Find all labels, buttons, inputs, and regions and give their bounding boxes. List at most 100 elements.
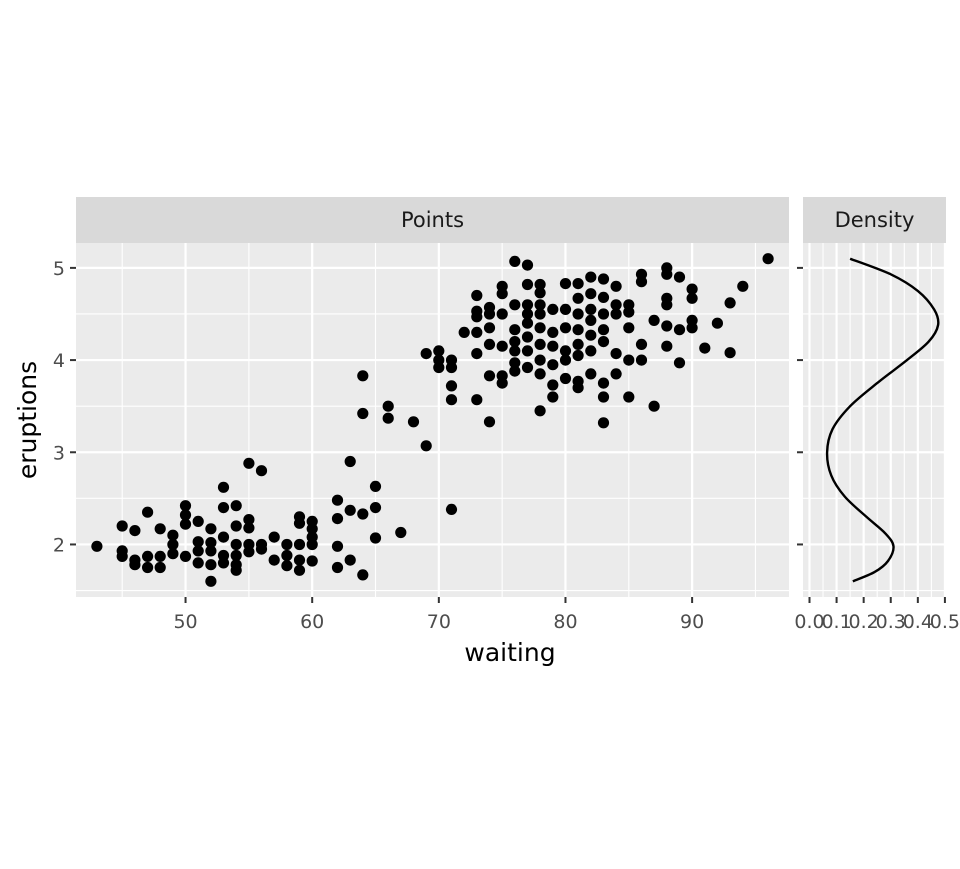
scatter-point (521, 299, 534, 311)
scatter-point (585, 303, 597, 315)
scatter-point (521, 345, 534, 357)
scatter-point (686, 283, 698, 295)
scatter-point (369, 480, 382, 492)
scatter-point (357, 508, 369, 520)
scatter-point (686, 322, 698, 334)
scatter-point (179, 518, 192, 530)
scatter-point (243, 457, 255, 469)
scatter-point (534, 405, 546, 417)
scatter-point (509, 345, 521, 357)
scatter-point (281, 560, 293, 572)
scatter-point (217, 531, 230, 543)
scatter-point (547, 359, 559, 371)
scatter-point (610, 280, 622, 292)
scatter-point (521, 317, 534, 329)
scatter-point (483, 322, 496, 334)
scatter-point (509, 255, 521, 267)
scatter-point (331, 513, 344, 525)
scatter-point (597, 417, 610, 429)
scatter-point (572, 324, 584, 336)
scatter-point (547, 340, 559, 352)
scatter-point (572, 308, 584, 320)
scatter-point (521, 331, 534, 343)
scatter-point (445, 380, 458, 392)
scatter-point (534, 308, 546, 320)
scatter-point (597, 324, 610, 336)
scatter-point (154, 561, 166, 574)
density-x-tick-label: 0.4 (903, 611, 933, 633)
y-tick-label: 5 (53, 258, 65, 280)
scatter-point (610, 368, 622, 380)
scatter-point (142, 550, 154, 563)
scatter-point (509, 336, 521, 348)
scatter-point (243, 546, 255, 558)
scatter-point (559, 322, 572, 334)
scatter-point (129, 525, 141, 537)
density-strip-label: Density (835, 208, 915, 232)
y-axis-title: eruptions (13, 361, 42, 479)
scatter-point (623, 306, 635, 318)
scatter-point (255, 465, 268, 477)
scatter-point (357, 569, 369, 581)
scatter-point (167, 529, 179, 541)
scatter-point (445, 361, 458, 374)
scatter-point (509, 357, 521, 369)
scatter-point (192, 557, 204, 569)
scatter-point (534, 368, 546, 380)
scatter-point (344, 455, 356, 468)
scatter-point (154, 523, 166, 535)
scatter-point (255, 543, 268, 555)
scatter-point (230, 520, 242, 532)
scatter-point (597, 308, 610, 320)
scatter-point (395, 526, 407, 539)
scatter-point (673, 357, 686, 369)
scatter-point (483, 338, 496, 350)
scatter-point (585, 288, 597, 300)
y-ticks: 2 3 4 5 (53, 258, 803, 556)
scatter-point (458, 326, 470, 338)
scatter-point (673, 271, 686, 283)
scatter-point (521, 278, 534, 291)
scatter-point (293, 554, 306, 566)
scatter-point (610, 308, 622, 320)
scatter-point (572, 278, 584, 290)
scatter-point (382, 400, 394, 412)
scatter-point (496, 288, 508, 300)
scatter-point (230, 500, 242, 512)
x-axis-title: waiting (464, 638, 555, 667)
scatter-point (306, 523, 318, 535)
y-tick-label: 3 (53, 442, 65, 464)
scatter-point (509, 299, 521, 311)
scatter-point (661, 268, 673, 280)
scatter-point (661, 340, 673, 352)
scatter-point (344, 554, 356, 566)
scatter-point (357, 370, 369, 382)
scatter-point (167, 538, 179, 551)
scatter-point (534, 278, 546, 291)
scatter-point (471, 394, 483, 406)
density-x-tick-label: 0.3 (876, 611, 906, 633)
scatter-point (585, 314, 597, 326)
scatter-point (724, 347, 736, 359)
scatter-point (91, 540, 103, 552)
points-strip-label: Points (401, 208, 464, 232)
scatter-point (205, 523, 217, 535)
scatter-point (179, 550, 192, 563)
scatter-point (192, 545, 204, 557)
scatter-point (306, 555, 318, 567)
scatter-point (167, 548, 179, 560)
scatter-point (762, 253, 774, 265)
scatter-point (597, 291, 610, 303)
scatter-point (471, 311, 483, 323)
scatter-point (559, 303, 572, 315)
scatter-point (597, 377, 610, 389)
scatter-point (382, 412, 394, 424)
scatter-point (217, 481, 230, 493)
scatter-point (496, 340, 508, 352)
scatter-point (585, 271, 597, 283)
density-x-ticks: 0.00.10.20.30.40.5 (794, 597, 960, 633)
scatter-point (369, 532, 382, 544)
scatter-point (534, 322, 546, 334)
scatter-point (293, 517, 306, 529)
